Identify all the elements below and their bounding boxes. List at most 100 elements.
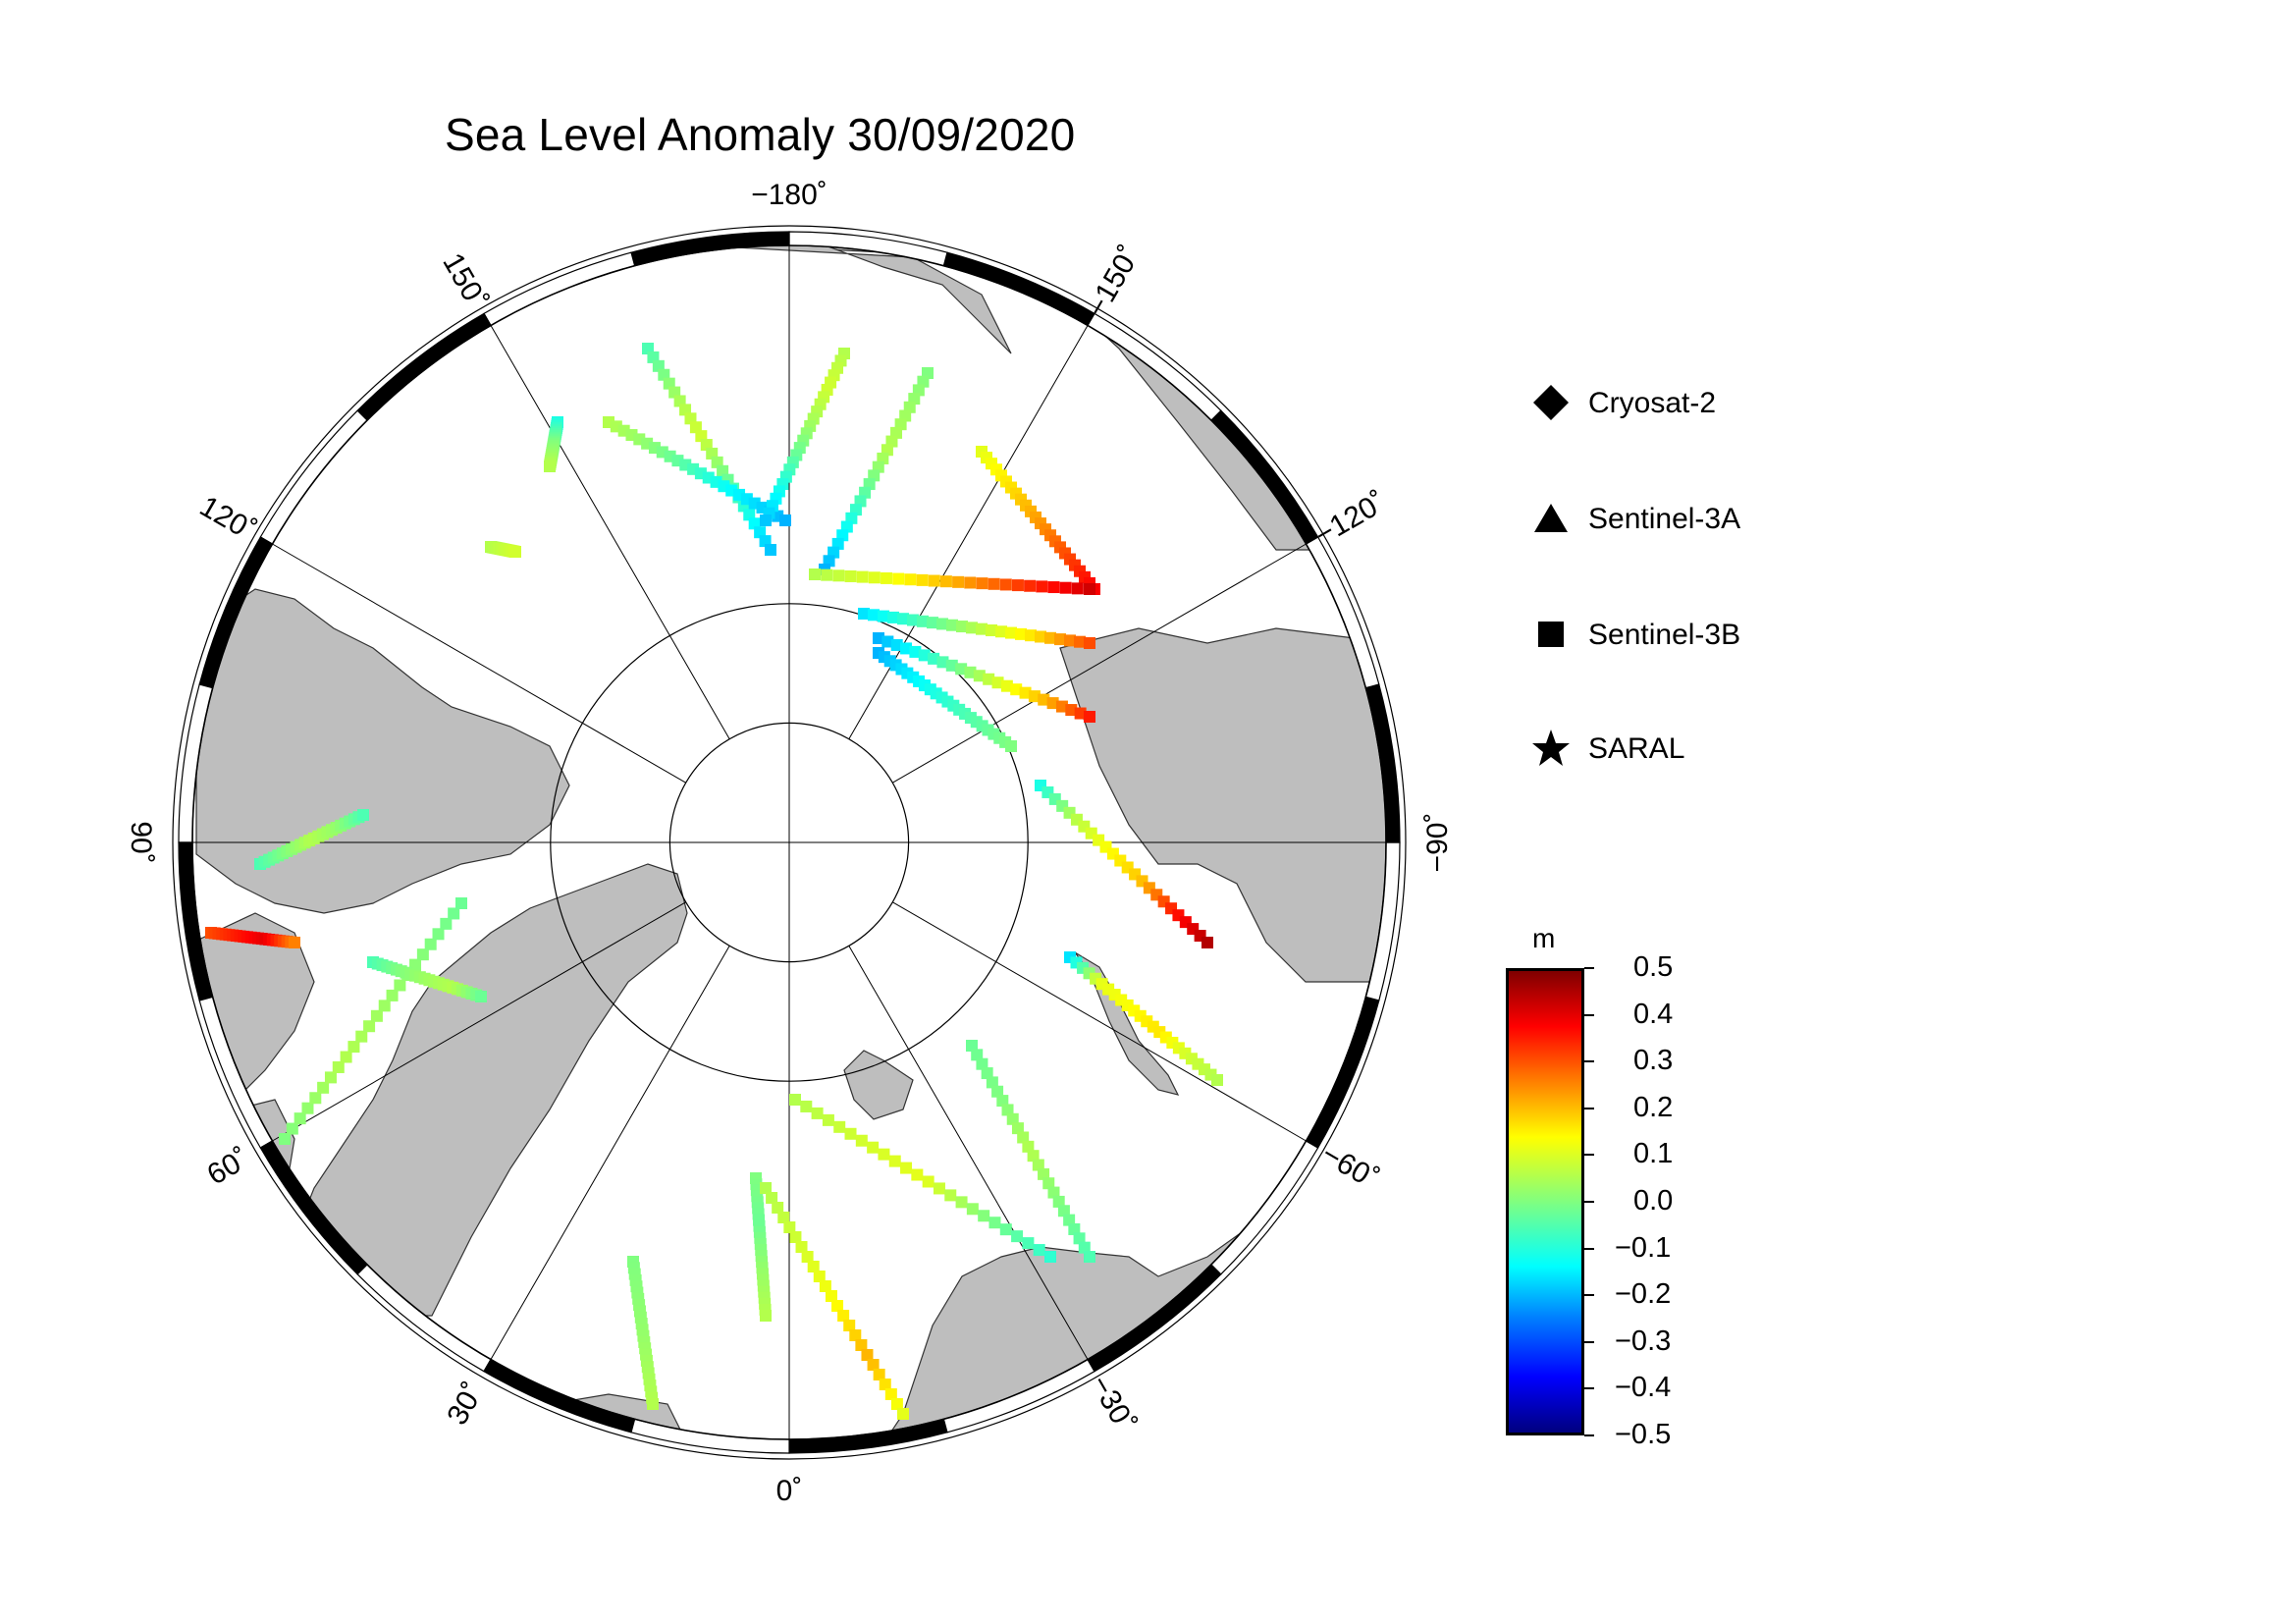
colorbar <box>1506 968 1584 1435</box>
square-icon <box>1538 622 1564 647</box>
track-point <box>900 1162 913 1174</box>
track-point <box>448 907 460 920</box>
track-canada-1 <box>254 809 369 870</box>
track-point <box>1084 583 1095 595</box>
track-point <box>800 1100 813 1112</box>
meridian-line <box>490 946 730 1360</box>
track-point <box>833 1120 846 1133</box>
track-point <box>822 1113 834 1126</box>
track-point <box>1011 1122 1024 1135</box>
graticule <box>192 245 1386 1439</box>
track-point <box>1074 707 1087 720</box>
track-point <box>1038 1167 1050 1180</box>
track-point <box>357 809 369 821</box>
track-point <box>897 1408 909 1420</box>
track-point <box>966 622 978 634</box>
track-point <box>936 656 949 669</box>
track-point <box>1063 1214 1076 1226</box>
track-point <box>986 623 997 636</box>
triangle-icon <box>1534 504 1568 532</box>
track-point <box>1036 580 1048 593</box>
track-point <box>1017 1131 1030 1144</box>
track-point <box>855 1134 868 1147</box>
track-point <box>1084 637 1095 649</box>
track-point <box>1084 711 1095 723</box>
meridian-line <box>892 901 1307 1142</box>
longitude-label: 0˚ <box>776 1475 803 1507</box>
track-point <box>1044 631 1056 644</box>
track-point <box>440 917 453 930</box>
track-point <box>909 645 922 658</box>
colorbar-tickmark <box>1584 1154 1594 1157</box>
track-point <box>770 492 782 505</box>
track-point <box>1027 1150 1040 1163</box>
track-laptev-4 <box>873 632 1095 723</box>
track-point <box>844 569 857 582</box>
track-kara-1 <box>873 647 1017 752</box>
track-point <box>1052 1195 1065 1208</box>
track-point <box>944 1189 957 1202</box>
track-point <box>988 577 1000 590</box>
track-point <box>878 1148 890 1161</box>
track-point <box>843 1320 856 1331</box>
longitude-label: 60˚ <box>202 1142 255 1191</box>
track-point <box>849 1329 862 1341</box>
track-point <box>301 1102 314 1114</box>
track-point <box>1055 700 1068 713</box>
legend-label: SARAL <box>1588 732 1685 765</box>
colorbar-tick-label: −0.2 <box>1615 1278 1672 1311</box>
track-point <box>873 1369 885 1380</box>
colorbar-tick-label: 0.4 <box>1633 998 1674 1030</box>
track-point <box>1065 704 1078 717</box>
track-point <box>868 571 881 584</box>
track-point <box>946 619 958 631</box>
track-point <box>933 1182 945 1195</box>
altimetry-tracks <box>205 343 1223 1420</box>
track-point <box>765 544 776 556</box>
track-point <box>868 609 880 622</box>
longitude-label: −90˚ <box>1421 813 1454 873</box>
track-point <box>309 1092 322 1105</box>
track-beaufort-1 <box>544 416 563 472</box>
colorbar-tick-label: −0.3 <box>1615 1325 1672 1357</box>
track-point <box>455 897 467 909</box>
track-point <box>873 632 884 644</box>
track-siberian-ascending-2 <box>819 367 934 575</box>
track-point <box>999 578 1012 591</box>
map-title: Sea Level Anomaly 30/09/2020 <box>445 109 1076 160</box>
track-point <box>966 1040 978 1052</box>
track-point <box>918 649 931 662</box>
colorbar-tickmark <box>1584 1107 1594 1109</box>
longitude-label: −120˚ <box>1309 486 1392 552</box>
track-point <box>363 1020 376 1033</box>
colorbar-unit: m <box>1532 923 1556 953</box>
track-point <box>890 638 903 651</box>
track-point <box>783 1221 796 1233</box>
track-point <box>991 676 1004 689</box>
track-point <box>855 1339 868 1351</box>
longitude-label: −30˚ <box>1084 1370 1142 1437</box>
track-point <box>1073 1232 1086 1245</box>
track-point <box>795 1241 808 1253</box>
track-point <box>983 673 995 685</box>
track-point <box>887 611 899 623</box>
colorbar-tick-label: −0.5 <box>1615 1419 1672 1450</box>
diamond-icon <box>1533 385 1569 420</box>
land-svalbard <box>843 1050 914 1120</box>
map-boundary <box>191 244 1387 1440</box>
track-point <box>964 666 977 678</box>
track-point <box>976 577 988 590</box>
track-point <box>1015 627 1027 640</box>
track-point <box>1044 1251 1056 1263</box>
track-point <box>286 1122 298 1135</box>
track-point <box>821 568 833 581</box>
land-canada-archipelago <box>195 588 570 914</box>
track-point <box>907 614 919 626</box>
colorbar-tick-label: −0.1 <box>1615 1231 1672 1264</box>
track-point <box>1011 579 1024 592</box>
track-point <box>409 958 422 971</box>
track-point <box>813 1271 826 1282</box>
track-point <box>1046 697 1059 710</box>
longitude-label: 90˚ <box>125 821 157 863</box>
